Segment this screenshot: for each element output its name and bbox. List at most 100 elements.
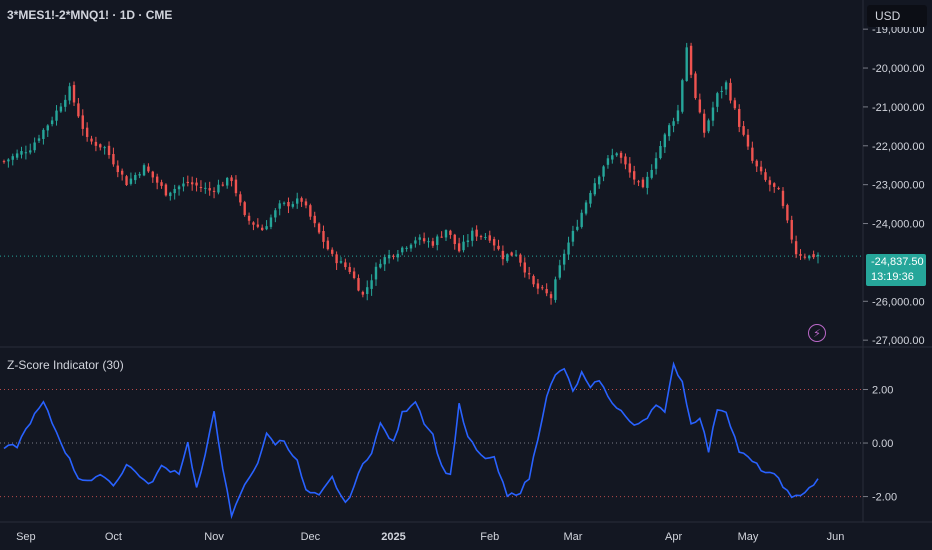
candle-body [116, 165, 119, 173]
time-axis-label: Nov [204, 531, 224, 543]
candle-body [720, 90, 723, 92]
candle-body [383, 257, 386, 265]
candle-body [532, 276, 535, 285]
candle-body [781, 190, 785, 206]
candle-body [33, 142, 36, 151]
currency-selector[interactable]: USD [867, 5, 927, 27]
candle-body [628, 163, 632, 173]
candle-body [668, 125, 671, 137]
candle-body [352, 271, 356, 279]
candle-body [29, 150, 32, 153]
candle-body [475, 229, 478, 237]
candle-body [199, 186, 203, 188]
candle-body [370, 280, 373, 289]
candle-body [790, 219, 793, 240]
candle-body [177, 186, 181, 190]
candle-body [541, 287, 544, 289]
candle-body [190, 182, 194, 185]
candle-body [619, 152, 623, 158]
lightning-icon[interactable]: ⚡ [808, 324, 826, 342]
candle-body [746, 134, 750, 147]
candle-body [164, 184, 168, 196]
candle-body [77, 103, 80, 117]
candle-body [160, 182, 163, 186]
candle-body [37, 138, 41, 141]
candle-body [497, 245, 500, 250]
candle-body [440, 236, 443, 238]
price-axis-label: -19,000.00 [872, 24, 925, 36]
candle-body [348, 266, 351, 272]
candle-body [462, 241, 465, 251]
candle-body [707, 120, 710, 132]
candle-body [716, 93, 719, 107]
candle-body [567, 242, 570, 255]
candle-body [768, 180, 772, 185]
candle-body [265, 226, 268, 230]
price-axis-label: -22,000.00 [872, 141, 925, 153]
candle-body [488, 235, 491, 241]
time-axis-label: Mar [563, 531, 582, 543]
candle-body [576, 226, 579, 230]
bar-countdown: 13:19:36 [871, 271, 914, 283]
candle-body [291, 204, 295, 207]
candle-body [300, 198, 303, 202]
candle-body [2, 161, 6, 163]
time-axis-label: May [738, 531, 759, 543]
time-axis-label: Feb [480, 531, 499, 543]
candle-body [742, 126, 745, 135]
candle-body [738, 108, 741, 127]
candle-body [112, 154, 115, 165]
candle-body [453, 234, 456, 245]
candle-body [120, 170, 124, 175]
time-axis-label: Oct [105, 531, 122, 543]
candle-body [624, 156, 627, 165]
candle-body [379, 263, 382, 268]
candle-body [90, 138, 93, 142]
candle-body [558, 265, 561, 278]
candle-body [501, 250, 505, 260]
candle-body [335, 254, 338, 264]
candle-body [221, 184, 225, 186]
candle-body [641, 179, 645, 188]
candle-body [7, 159, 10, 162]
zscore-axis-label: 2.00 [872, 384, 893, 396]
candle-body [427, 241, 430, 243]
zscore-axis-label: 0.00 [872, 438, 893, 450]
candle-body [282, 202, 286, 204]
candle-body [694, 73, 697, 99]
price-axis-label: -24,000.00 [872, 219, 925, 231]
candle-body [230, 177, 233, 182]
candle-body [803, 256, 807, 258]
candle-body [392, 255, 395, 257]
candle-body [387, 254, 391, 259]
candle-body [374, 266, 378, 280]
candle-body [401, 247, 404, 253]
candle-body [794, 241, 798, 255]
candle-body [514, 254, 518, 256]
candle-body [169, 192, 172, 197]
candle-body [134, 174, 137, 181]
candle-body [42, 129, 45, 139]
symbol-title: 3*MES1!-2*MNQ1! · 1D · CME [7, 8, 173, 22]
candle-body [593, 183, 597, 195]
candle-body [15, 153, 19, 158]
candle-body [309, 205, 312, 217]
candle-body [125, 176, 128, 186]
candle-body [278, 203, 281, 209]
candle-body [68, 86, 71, 101]
candle-body [466, 240, 470, 243]
candle-body [182, 183, 185, 187]
candle-body [773, 183, 776, 187]
candle-body [234, 179, 238, 194]
candle-body [252, 222, 255, 225]
candle-body [322, 231, 325, 242]
candle-body [479, 236, 483, 238]
candle-body [344, 262, 347, 268]
candle-body [155, 176, 159, 183]
candle-body [204, 187, 207, 189]
indicator-title[interactable]: Z-Score Indicator (30) [7, 358, 124, 372]
candle-body [405, 247, 408, 249]
candle-body [733, 100, 737, 109]
candle-body [72, 85, 76, 103]
